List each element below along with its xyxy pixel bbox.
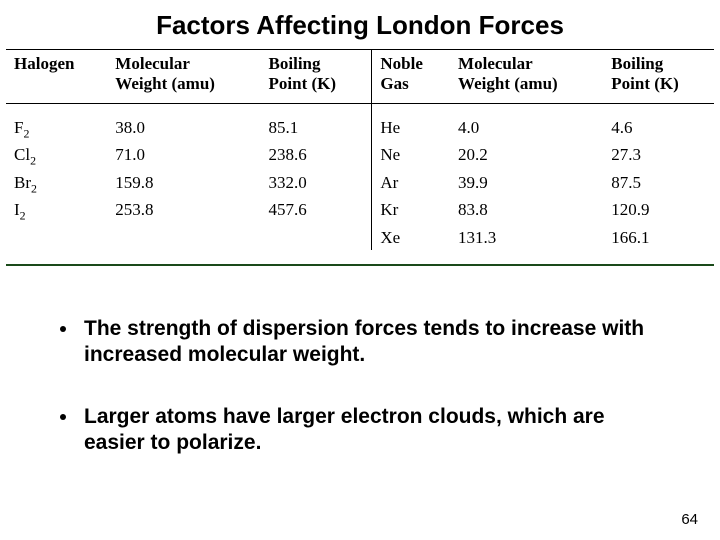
col-bp-left: BoilingPoint (K) [261,50,372,104]
data-table-wrap: Halogen MolecularWeight (amu) BoilingPoi… [0,50,720,250]
col-mw-right: MolecularWeight (amu) [450,50,603,104]
cell-gas: Ar [372,171,450,198]
table-row: Br2 159.8 332.0 Ar 39.9 87.5 [6,171,714,198]
slide: Factors Affecting London Forces Halogen … [0,0,720,540]
table-row: I2 253.8 457.6 Kr 83.8 120.9 [6,198,714,225]
col-noble: NobleGas [372,50,450,104]
col-bp-right: BoilingPoint (K) [603,50,714,104]
col-mw-left: MolecularWeight (amu) [107,50,260,104]
col-halogen-label: Halogen [14,54,74,73]
table-row: F2 38.0 85.1 He 4.0 4.6 [6,104,714,144]
cell-mw: 71.0 [107,143,260,170]
col-noble-l2: Gas [380,74,408,93]
cell-mw: 38.0 [107,104,260,144]
cell-bp: 457.6 [261,198,372,225]
data-table: Halogen MolecularWeight (amu) BoilingPoi… [6,50,714,250]
cell-bp [261,226,372,250]
col-noble-l1: Noble [380,54,423,73]
col-mw-left-l1: Molecular [115,54,190,73]
cell-bp: 27.3 [603,143,714,170]
page-number: 64 [681,511,698,528]
cell-mw: 159.8 [107,171,260,198]
bullet-text: Larger atoms have larger electron clouds… [84,404,670,457]
col-mw-right-l2: Weight (amu) [458,74,558,93]
bullet-list: The strength of dispersion forces tends … [0,266,720,457]
cell-mw: 20.2 [450,143,603,170]
cell-mw: 4.0 [450,104,603,144]
col-halogen: Halogen [6,50,107,104]
col-bp-right-l1: Boiling [611,54,663,73]
cell-bp: 166.1 [603,226,714,250]
cell-mw: 39.9 [450,171,603,198]
cell-mw [107,226,260,250]
cell-gas: Kr [372,198,450,225]
cell-gas: Ne [372,143,450,170]
cell-halogen [6,226,107,250]
col-mw-left-l2: Weight (amu) [115,74,215,93]
list-item: The strength of dispersion forces tends … [60,316,670,369]
bullet-icon [60,326,66,332]
cell-halogen: Cl2 [6,143,107,170]
cell-gas: Xe [372,226,450,250]
bullet-icon [60,414,66,420]
col-bp-left-l2: Point (K) [269,74,337,93]
cell-mw: 83.8 [450,198,603,225]
cell-bp: 120.9 [603,198,714,225]
bullet-text: The strength of dispersion forces tends … [84,316,670,369]
cell-bp: 4.6 [603,104,714,144]
cell-bp: 85.1 [261,104,372,144]
cell-halogen: F2 [6,104,107,144]
table-body: F2 38.0 85.1 He 4.0 4.6 Cl2 71.0 238.6 N… [6,104,714,250]
cell-bp: 332.0 [261,171,372,198]
cell-bp: 87.5 [603,171,714,198]
col-mw-right-l1: Molecular [458,54,533,73]
cell-gas: He [372,104,450,144]
col-bp-right-l2: Point (K) [611,74,679,93]
table-row: Xe 131.3 166.1 [6,226,714,250]
table-row: Cl2 71.0 238.6 Ne 20.2 27.3 [6,143,714,170]
table-header-row: Halogen MolecularWeight (amu) BoilingPoi… [6,50,714,104]
cell-mw: 253.8 [107,198,260,225]
cell-halogen: I2 [6,198,107,225]
col-bp-left-l1: Boiling [269,54,321,73]
cell-bp: 238.6 [261,143,372,170]
cell-halogen: Br2 [6,171,107,198]
cell-mw: 131.3 [450,226,603,250]
page-title: Factors Affecting London Forces [0,0,720,49]
list-item: Larger atoms have larger electron clouds… [60,404,670,457]
